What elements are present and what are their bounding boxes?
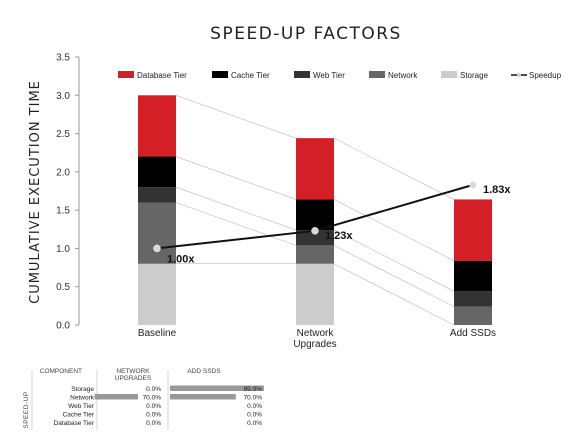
category-label: Baseline: [138, 328, 177, 339]
speedup-point: [153, 244, 161, 253]
speedup-line: 1.00x 1.23x 1.83x: [153, 181, 511, 265]
table-component-label: Network: [70, 395, 95, 402]
category-labels: Baseline Network Upgrades Add SSDs: [138, 328, 496, 350]
table-value-network: 0.0%: [146, 403, 161, 410]
table-header: ADD SSDS: [187, 368, 221, 375]
category-label: Add SSDs: [450, 328, 496, 339]
category-label: Network Upgrades: [293, 328, 336, 350]
bar-segment-database-tier: [138, 95, 176, 157]
legend-swatch-cache-tier: [212, 71, 228, 78]
bar-segment-network: [296, 245, 334, 264]
table-header: COMPONENT: [40, 368, 82, 375]
connector-line: [175, 95, 297, 139]
legend-label: Cache Tier: [231, 71, 270, 80]
y-tick-label: 0.5: [56, 282, 70, 293]
speedup-chart: SPEED-UP FACTORS CUMULATIVE EXECUTION TI…: [28, 24, 562, 350]
bars: [138, 95, 492, 325]
legend-swatch-storage: [441, 71, 457, 78]
legend-swatch-database-tier: [118, 71, 134, 78]
table-value-network: 70.0%: [143, 395, 162, 402]
bar-segment-web-tier: [138, 187, 176, 203]
table-body: SPEED-UP COMPONENT NETWORK UPGRADES ADD SSDS…: [23, 368, 264, 430]
table-value-ssds: 99.9%: [244, 386, 263, 393]
table-component-label: Storage: [71, 386, 94, 393]
y-tick-label: 1.0: [56, 244, 70, 255]
bar-segment-database-tier: [454, 199, 492, 261]
connector-line: [175, 202, 297, 246]
bar-segment-storage: [296, 263, 334, 325]
table-side-label: SPEED-UP: [23, 391, 30, 428]
connector-line: [333, 263, 455, 326]
bar-segment-database-tier: [296, 138, 334, 200]
connector-line: [333, 229, 455, 292]
y-tick-label: 0.0: [56, 321, 70, 332]
bar-segment-cache-tier: [138, 156, 176, 188]
bar-segment-cache-tier: [296, 199, 334, 231]
connector-line: [333, 245, 455, 307]
y-axis: 0.0 0.5 1.0 1.5 2.0 2.5 3.0 3.5: [56, 53, 80, 332]
table-value-network: 0.0%: [146, 412, 161, 419]
y-tick-label: 3.0: [56, 91, 70, 102]
table-bar-ssds: [170, 385, 264, 391]
bar-segment-web-tier: [454, 291, 492, 307]
legend-label: Web Tier: [313, 71, 345, 80]
speedup-label: 1.23x: [325, 230, 353, 242]
legend-swatch-web-tier: [294, 71, 310, 78]
bar-segment-storage: [138, 263, 176, 325]
bar-segment-web-tier: [296, 230, 334, 246]
speedup-point: [311, 227, 319, 235]
y-tick-label: 2.5: [56, 129, 70, 140]
speedup-point: [469, 181, 477, 189]
connector-line: [333, 137, 455, 200]
legend: Database Tier Cache Tier Web Tier Network St…: [118, 71, 562, 80]
chart-title: SPEED-UP FACTORS: [210, 24, 402, 44]
legend-marker-speedup: [517, 73, 521, 77]
speedup-label: 1.00x: [167, 253, 195, 265]
legend-label: Storage: [460, 71, 489, 80]
legend-swatch-network: [369, 71, 385, 78]
table-bar-ssds: [170, 394, 236, 400]
legend-label: Database Tier: [137, 71, 187, 80]
table-value-ssds: 0.0%: [247, 420, 262, 427]
connector-lines: [175, 95, 455, 326]
speedup-label: 1.83x: [483, 184, 511, 196]
y-tick-label: 1.5: [56, 206, 70, 217]
table-value-network: 0.0%: [146, 420, 161, 427]
table-value-ssds: 70.0%: [244, 395, 263, 402]
table-value-ssds: 0.0%: [247, 412, 262, 419]
speedup-table: SPEED-UP COMPONENT NETWORK UPGRADES ADD SSDS…: [23, 368, 264, 430]
connector-line: [333, 199, 455, 261]
table-component-label: Web Tier: [68, 403, 95, 410]
table-header: NETWORK UPGRADES: [115, 368, 152, 382]
bar-segment-network: [138, 202, 176, 264]
connector-line: [175, 186, 297, 231]
table-value-ssds: 0.0%: [247, 403, 262, 410]
connector-line: [175, 156, 297, 200]
table-component-label: Database Tier: [54, 420, 95, 427]
legend-label: Network: [388, 71, 418, 80]
table-component-label: Cache Tier: [63, 412, 95, 419]
y-tick-label: 2.0: [56, 167, 70, 178]
bar-segment-network: [454, 306, 492, 325]
legend-label: Speedup: [529, 71, 562, 80]
table-value-network: 0.0%: [146, 386, 161, 393]
y-tick-label: 3.5: [56, 53, 70, 64]
bar-segment-cache-tier: [454, 260, 492, 292]
y-axis-label: CUMULATIVE EXECUTION TIME: [28, 80, 43, 304]
table-bar-network: [94, 394, 138, 400]
